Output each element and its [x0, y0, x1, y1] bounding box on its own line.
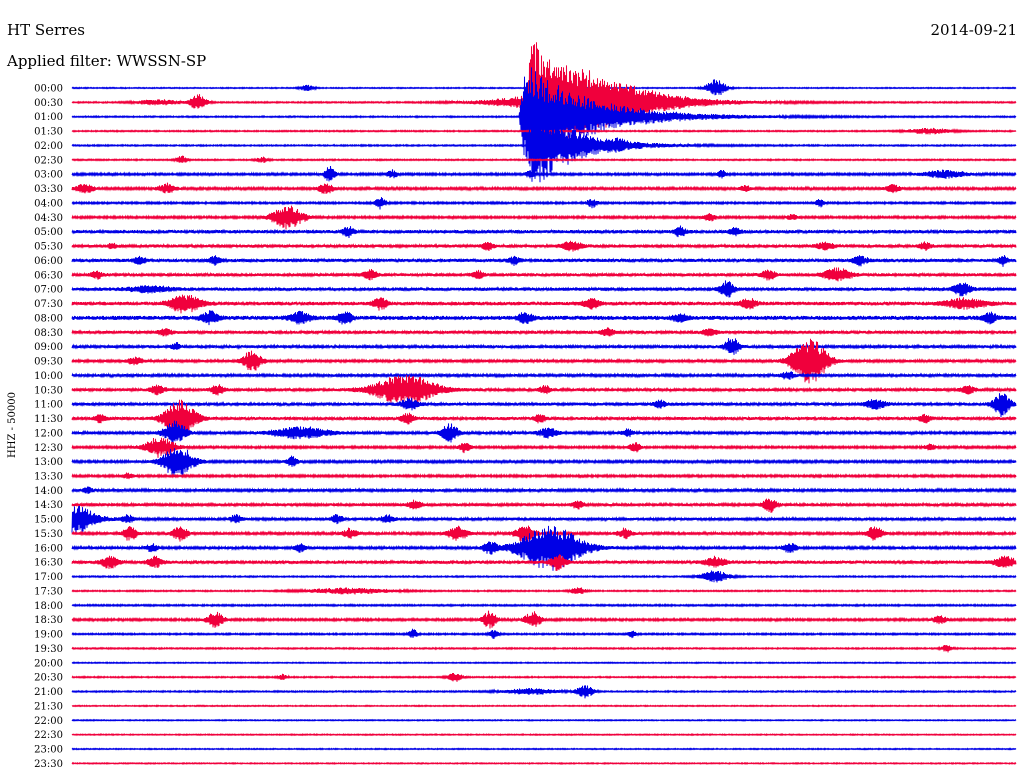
- time-label: 19:00: [34, 630, 63, 641]
- time-label: 22:00: [34, 716, 63, 727]
- time-label: 16:30: [34, 558, 63, 569]
- trace-line: [71, 732, 1017, 737]
- record-date: 2014-09-21: [931, 21, 1017, 39]
- time-label: 08:00: [34, 313, 63, 324]
- trace-line: [71, 294, 1017, 314]
- seismic-traces: [71, 42, 1017, 766]
- time-label: 08:30: [34, 328, 63, 339]
- time-label: 17:30: [34, 586, 63, 597]
- time-labels: 00:00 00:30 01:00 01:30 02:00 02:30 03:00 03:30…: [34, 84, 63, 770]
- time-label: 02:00: [34, 141, 63, 152]
- time-label: 12:00: [34, 428, 63, 439]
- trace-line: [71, 280, 1017, 298]
- trace-line: [71, 197, 1017, 210]
- time-label: 09:30: [34, 357, 63, 368]
- filter-label: Applied filter: WWSSN-SP: [6, 52, 206, 70]
- time-label: 17:00: [34, 572, 63, 583]
- trace-line: [71, 570, 1017, 583]
- time-label: 03:30: [34, 184, 63, 195]
- time-label: 02:30: [34, 155, 63, 166]
- trace-line: [71, 255, 1017, 267]
- trace-line: [71, 310, 1017, 326]
- time-label: 07:00: [34, 285, 63, 296]
- trace-line: [71, 448, 1017, 478]
- time-label: 01:30: [34, 127, 63, 138]
- time-label: 22:30: [34, 730, 63, 741]
- time-label: 14:30: [34, 500, 63, 511]
- trace-line: [71, 420, 1017, 446]
- time-label: 14:00: [34, 486, 63, 497]
- time-label: 18:30: [34, 615, 63, 626]
- trace-line: [71, 704, 1017, 708]
- time-label: 04:30: [34, 213, 63, 224]
- trace-line: [71, 338, 1017, 355]
- time-label: 19:30: [34, 644, 63, 655]
- trace-line: [71, 182, 1017, 194]
- trace-line: [71, 554, 1017, 571]
- time-label: 04:00: [34, 198, 63, 209]
- trace-line: [71, 587, 1017, 595]
- time-label: 13:30: [34, 471, 63, 482]
- time-label: 07:30: [34, 299, 63, 310]
- time-label: 00:30: [34, 98, 63, 109]
- trace-line: [71, 393, 1017, 418]
- trace-line: [71, 644, 1017, 653]
- time-label: 23:00: [34, 745, 63, 756]
- time-label: 15:00: [34, 515, 63, 526]
- time-label: 05:30: [34, 242, 63, 253]
- trace-line: [71, 486, 1017, 494]
- trace-line: [71, 747, 1017, 751]
- time-label: 13:00: [34, 457, 63, 468]
- time-label: 20:30: [34, 673, 63, 684]
- channel-label: HHZ - 50000: [7, 392, 18, 458]
- trace-line: [71, 399, 1017, 435]
- trace-line: [71, 165, 1017, 182]
- station-title: HT Serres: [7, 21, 85, 39]
- time-label: 15:30: [34, 529, 63, 540]
- trace-line: [71, 225, 1017, 239]
- trace-line: [71, 205, 1017, 230]
- trace-line: [71, 338, 1017, 384]
- trace-line: [71, 628, 1017, 639]
- time-label: 03:00: [34, 170, 63, 181]
- time-label: 11:00: [34, 400, 63, 411]
- trace-line: [71, 472, 1017, 480]
- time-label: 01:00: [34, 112, 63, 123]
- trace-line: [71, 267, 1017, 282]
- trace-line: [71, 371, 1017, 380]
- trace-line: [71, 610, 1017, 629]
- trace-line: [71, 718, 1017, 722]
- time-label: 10:00: [34, 371, 63, 382]
- trace-line: [71, 104, 1017, 183]
- time-label: 09:00: [34, 342, 63, 353]
- time-label: 06:00: [34, 256, 63, 267]
- time-label: 21:30: [34, 701, 63, 712]
- time-label: 18:00: [34, 601, 63, 612]
- trace-line: [71, 437, 1017, 458]
- trace-line: [71, 672, 1017, 682]
- time-label: 10:30: [34, 385, 63, 396]
- time-label: 12:30: [34, 443, 63, 454]
- time-label: 05:00: [34, 227, 63, 238]
- time-label: 00:00: [34, 84, 63, 95]
- time-label: 20:00: [34, 658, 63, 669]
- time-label: 16:00: [34, 543, 63, 554]
- time-label: 21:00: [34, 687, 63, 698]
- trace-line: [71, 661, 1017, 665]
- trace-line: [71, 685, 1017, 699]
- time-label: 11:30: [34, 414, 63, 425]
- trace-line: [71, 761, 1017, 766]
- trace-line: [71, 240, 1017, 252]
- trace-line: [71, 602, 1017, 608]
- trace-line: [71, 327, 1017, 337]
- time-label: 06:30: [34, 270, 63, 281]
- trace-line: [71, 498, 1017, 513]
- trace-line: [71, 505, 1017, 533]
- trace-line: [71, 155, 1017, 164]
- time-label: 23:30: [34, 759, 63, 770]
- trace-line: [71, 375, 1017, 404]
